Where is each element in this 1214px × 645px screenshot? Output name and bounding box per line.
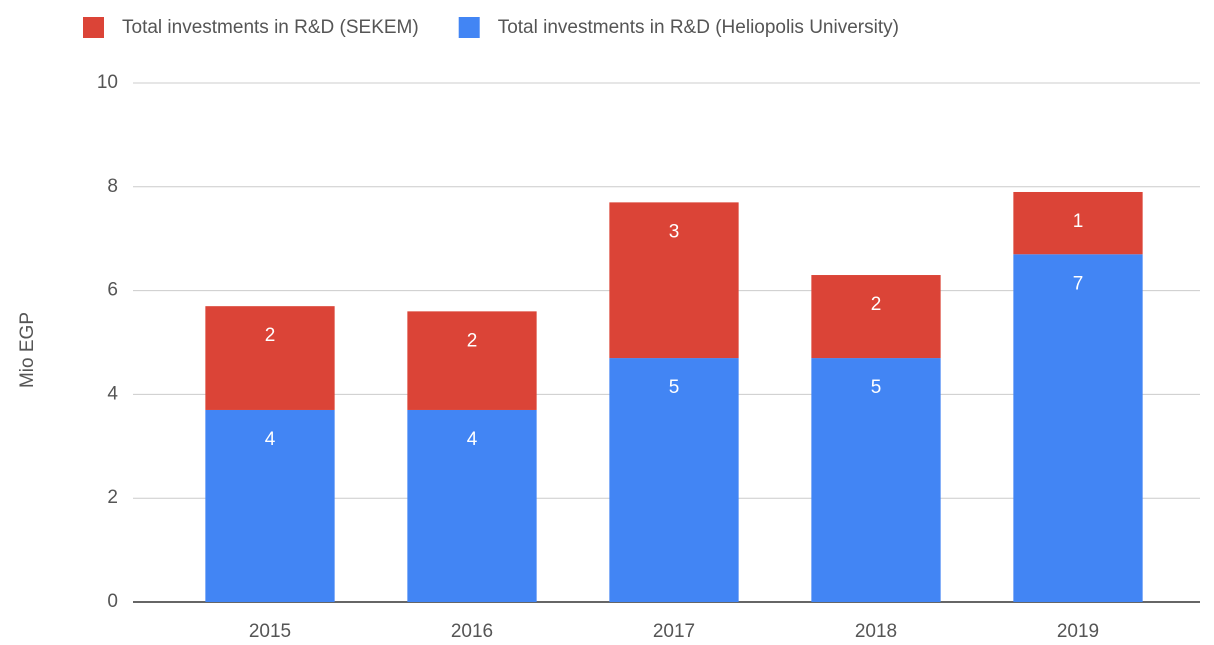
bar-segment [609, 358, 739, 602]
value-label: 3 [669, 221, 680, 242]
bar-segment [205, 306, 335, 410]
value-label: 5 [871, 377, 882, 398]
value-label: 5 [669, 377, 680, 398]
bar-segment [609, 202, 739, 359]
value-label: 4 [467, 429, 478, 450]
legend-label: Total investments in R&D (Heliopolis Uni… [498, 17, 899, 38]
y-tick-label: 0 [107, 591, 118, 612]
y-tick-label: 2 [107, 487, 118, 508]
x-tick-label: 2018 [855, 621, 897, 642]
bar-segment [811, 358, 941, 602]
value-label: 1 [1073, 211, 1084, 232]
x-tick-label: 2016 [451, 621, 493, 642]
x-tick-label: 2015 [249, 621, 291, 642]
bar-segment [811, 275, 941, 359]
y-axis-label: Mio EGP [17, 312, 38, 388]
value-label: 4 [265, 429, 276, 450]
value-label: 2 [467, 330, 478, 351]
x-tick-label: 2017 [653, 621, 695, 642]
legend-label: Total investments in R&D (SEKEM) [122, 17, 419, 38]
y-tick-label: 6 [107, 280, 118, 301]
value-label: 2 [265, 325, 276, 346]
x-tick-label: 2019 [1057, 621, 1099, 642]
bar-segment [205, 409, 335, 602]
y-tick-label: 4 [107, 383, 118, 404]
bar-segment [407, 311, 537, 410]
value-label: 7 [1073, 273, 1084, 294]
bar-segment [1013, 191, 1143, 255]
legend-swatch [83, 17, 104, 38]
bar-segment [407, 409, 537, 602]
value-label: 2 [871, 294, 882, 315]
y-tick-label: 8 [107, 176, 118, 197]
y-tick-label: 10 [97, 72, 118, 93]
bar-segment [1013, 254, 1143, 602]
legend-swatch [458, 17, 480, 38]
